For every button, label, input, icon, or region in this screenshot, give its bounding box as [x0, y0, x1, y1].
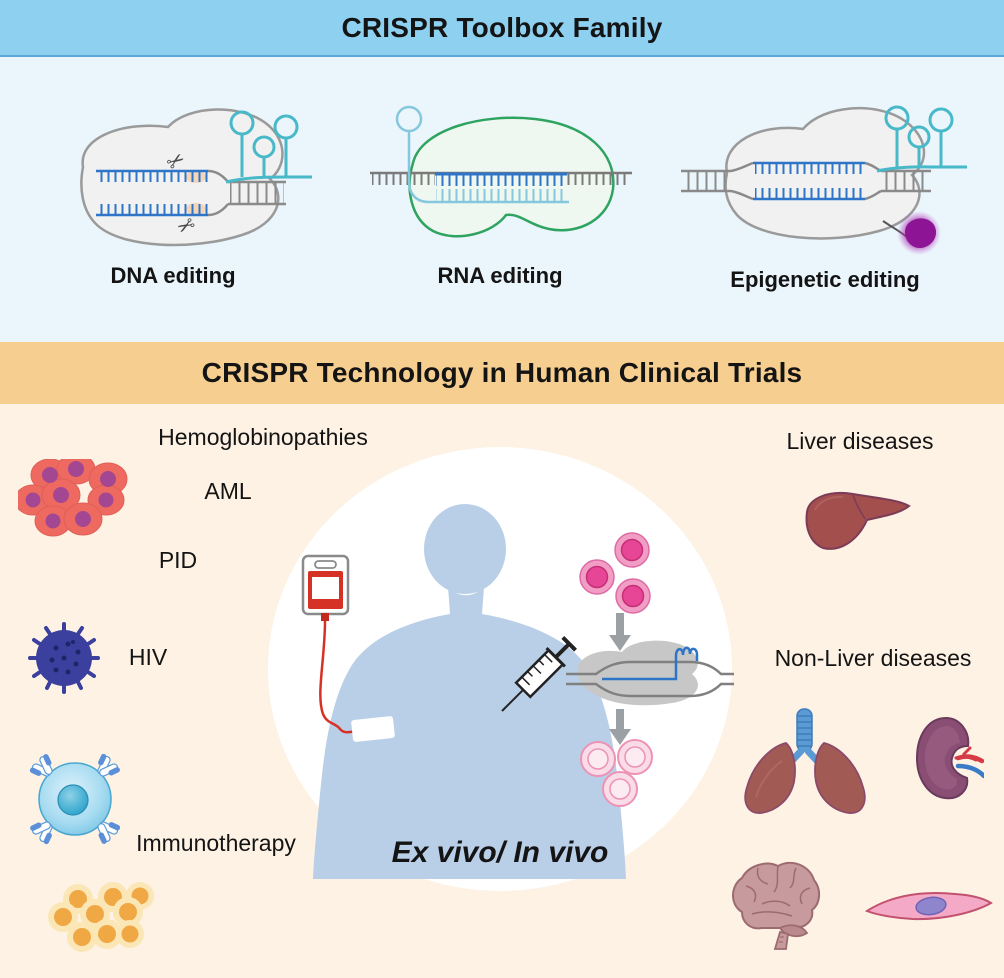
- trials-section: Hemoglobinopathies AML PID HIV Immunothe…: [0, 404, 1004, 978]
- cas13-rna-editing-icon: [370, 105, 632, 238]
- liver-icon: [805, 492, 911, 550]
- syringe-icon: [501, 636, 577, 712]
- label-non-liver-diseases: Non-Liver diseases: [774, 645, 972, 671]
- brain-icon: [732, 861, 820, 950]
- center-scene: [301, 504, 734, 879]
- panel-epigenetic-editing: Epigenetic editing: [675, 81, 975, 293]
- sgrna-icon: [225, 110, 312, 184]
- label-hiv: HIV: [128, 644, 168, 670]
- effector-domain-icon: [897, 211, 941, 255]
- panel-label-dna: DNA editing: [110, 263, 236, 288]
- panel-dna-editing: ✂ ✂ DNA editing: [25, 85, 321, 289]
- down-arrow-icon: [609, 709, 631, 745]
- caption-ex-vivo-in-vivo: Ex vivo/ In vivo: [391, 836, 609, 869]
- panel-label-rna: RNA editing: [437, 263, 563, 288]
- cas9-rnp-icon: [566, 640, 734, 706]
- label-aml: AML: [204, 478, 252, 504]
- guide-rna-hairpin-icon: [395, 105, 430, 204]
- cas9-dna-editing-icon: ✂ ✂: [80, 108, 312, 247]
- lungs-icon: [744, 708, 866, 814]
- edited-cells-icon: [580, 739, 653, 807]
- trials-header: CRISPR Technology in Human Clinical Tria…: [0, 342, 1004, 404]
- harvested-cells-icon: [579, 532, 651, 614]
- car-receptor-icon: [29, 753, 121, 845]
- panel-label-epigenetic: Epigenetic editing: [730, 267, 920, 292]
- down-arrow-icon: [609, 613, 631, 651]
- red-blood-cells-icon: [18, 459, 128, 537]
- human-silhouette: [313, 504, 626, 879]
- label-liver-diseases: Liver diseases: [786, 428, 934, 454]
- blood-bag-icon: [301, 554, 359, 734]
- sgrna-icon: [876, 105, 967, 173]
- toolbox-title: CRISPR Toolbox Family: [341, 11, 663, 43]
- panel-rna-editing: RNA editing: [352, 85, 648, 289]
- muscle-cell-icon: [865, 891, 993, 921]
- tourniquet-cuff-icon: [351, 716, 395, 742]
- trials-title: CRISPR Technology in Human Clinical Tria…: [201, 357, 803, 388]
- toolbox-section: ✂ ✂ DNA editing: [0, 57, 1004, 342]
- stem-cells-icon: [48, 882, 154, 952]
- label-immunotherapy: Immunotherapy: [136, 830, 296, 856]
- toolbox-header: CRISPR Toolbox Family: [0, 0, 1004, 57]
- label-hemoglobinopathies: Hemoglobinopathies: [158, 424, 368, 450]
- hiv-virus-icon: [28, 622, 100, 694]
- car-t-cell-icon: [29, 753, 121, 845]
- kidney-icon: [915, 716, 984, 800]
- dcas9-epigenetic-icon: [681, 105, 967, 255]
- label-pid: PID: [158, 547, 198, 573]
